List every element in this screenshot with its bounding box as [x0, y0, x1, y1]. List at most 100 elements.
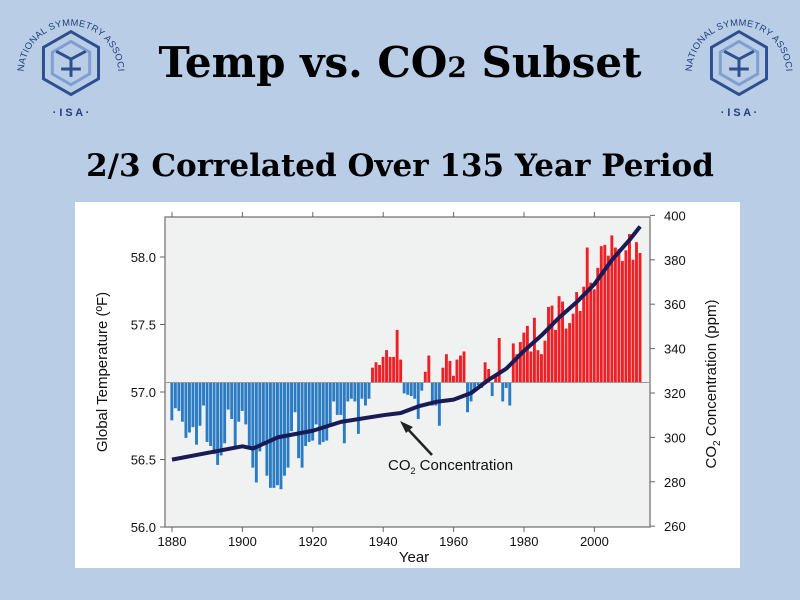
temperature-bar-1943 — [392, 356, 396, 383]
temperature-bar-1973 — [497, 338, 501, 383]
temperature-bar-1917 — [300, 382, 304, 468]
temperature-bar-2010 — [628, 234, 631, 383]
temperature-bar-1932 — [353, 382, 357, 402]
x-tick-label: 1960 — [439, 534, 468, 549]
temperature-bar-1985 — [540, 354, 543, 383]
temperature-bar-1984 — [536, 350, 540, 383]
temperature-bar-1900 — [240, 382, 244, 411]
temperature-bar-1913 — [286, 382, 290, 468]
temperature-bar-1992 — [564, 328, 568, 383]
arrow-head-icon — [400, 421, 413, 433]
temperature-bar-1957 — [441, 367, 445, 383]
temperature-bar-1889 — [202, 382, 205, 406]
temperature-bar-1975 — [504, 382, 508, 388]
temperature-bar-2004 — [606, 255, 610, 383]
temperature-bar-1896 — [226, 382, 230, 410]
y2-tick-label: 320 — [664, 386, 686, 401]
temperature-bar-1916 — [297, 382, 301, 459]
temperature-bar-1938 — [374, 362, 378, 383]
temperature-bar-1959 — [448, 360, 452, 383]
symmetry-emblem-icon — [41, 29, 101, 97]
temperature-bar-1971 — [490, 382, 494, 397]
logo-ring-text: INTERNATIONAL SYMMETRY ASSOCIATION — [680, 8, 794, 72]
temperature-bar-1899 — [237, 382, 241, 422]
temperature-bar-1936 — [367, 382, 371, 399]
temperature-bar-1885 — [188, 382, 191, 433]
temperature-bar-1944 — [395, 329, 399, 383]
temperature-bar-1924 — [325, 382, 329, 441]
temperature-bar-1920 — [311, 382, 315, 441]
temperature-bar-1904 — [254, 382, 258, 483]
temperature-bar-1993 — [568, 323, 572, 383]
isa-logo-left: INTERNATIONAL SYMMETRY ASSOCIATION · I S … — [12, 8, 126, 119]
temperature-bar-1914 — [290, 382, 293, 432]
temperature-bar-1891 — [209, 382, 213, 446]
temperature-bar-1927 — [335, 382, 339, 415]
temperature-bar-1906 — [261, 382, 265, 444]
temperature-bar-1902 — [247, 382, 251, 446]
temperature-bar-1966 — [473, 382, 477, 390]
x-tick-label: 1880 — [158, 534, 187, 549]
temperature-bar-1907 — [265, 382, 269, 476]
temperature-bar-1921 — [314, 382, 318, 425]
temperature-bar-1939 — [378, 365, 381, 383]
temperature-bar-1979 — [518, 342, 522, 383]
temperature-bar-2007 — [617, 248, 621, 383]
y2-tick-label: 400 — [664, 208, 686, 223]
temperature-bar-1986 — [543, 340, 547, 383]
temperature-bar-1983 — [532, 317, 536, 383]
temperature-bar-1930 — [346, 382, 350, 402]
y-tick-label: 57.0 — [131, 385, 156, 400]
temperature-bar-1989 — [554, 329, 557, 383]
temperature-bar-1994 — [571, 313, 575, 383]
temperature-bar-1910 — [276, 382, 279, 486]
temperature-bar-1991 — [561, 301, 565, 383]
temperature-bar-1942 — [388, 356, 392, 383]
temperature-bar-1890 — [205, 382, 209, 442]
temperature-bar-1919 — [307, 382, 311, 442]
temperature-bar-1903 — [251, 382, 255, 468]
temperature-bar-1935 — [364, 382, 367, 406]
temperature-bar-1923 — [321, 382, 325, 442]
x-axis-label: Year — [399, 549, 429, 566]
temperature-bar-1974 — [501, 382, 505, 402]
temperature-bar-1897 — [230, 382, 234, 419]
x-tick-label: 1900 — [228, 534, 257, 549]
temperature-bar-1895 — [223, 382, 227, 444]
temperature-bar-2013 — [638, 252, 642, 383]
temperature-bar-1941 — [385, 350, 389, 383]
temperature-bar-2005 — [610, 235, 614, 383]
temperature-bar-1954 — [430, 382, 434, 406]
y2-tick-label: 380 — [664, 253, 686, 268]
y-tick-label: 58.0 — [131, 250, 156, 265]
temperature-bar-1946 — [402, 382, 406, 394]
temperature-bar-1880 — [170, 382, 174, 421]
temperature-bar-1955 — [434, 382, 438, 406]
logo-abbrev: · I S A · — [721, 107, 757, 119]
temperature-bar-2012 — [635, 242, 638, 383]
temperature-bar-1940 — [381, 356, 385, 383]
temperature-bar-1888 — [198, 382, 202, 426]
co2-annotation: CO2 Concentration — [388, 457, 513, 476]
title-text-rest: Subset — [466, 38, 642, 87]
temperature-bar-1997 — [582, 286, 586, 383]
temperature-bar-1928 — [339, 382, 343, 415]
temperature-bar-1961 — [455, 359, 459, 383]
y-tick-label: 57.5 — [131, 318, 156, 333]
temperature-bar-2001 — [596, 267, 600, 383]
logo-abbrev: · I S A · — [53, 107, 89, 119]
y2-tick-label: 360 — [664, 297, 686, 312]
y2-tick-label: 260 — [664, 519, 686, 534]
y-axis-label: Global Temperature (ºF) — [94, 292, 111, 452]
temperature-bar-2009 — [624, 250, 628, 383]
temperature-bar-1962 — [459, 355, 462, 383]
temperature-bar-1956 — [437, 382, 441, 426]
temperature-bar-1894 — [219, 382, 223, 456]
temperature-bar-2011 — [631, 259, 635, 383]
x-tick-label: 2000 — [580, 534, 609, 549]
temperature-bar-1958 — [444, 354, 448, 383]
temperature-bar-1905 — [258, 382, 262, 452]
isa-logo-right: INTERNATIONAL SYMMETRY ASSOCIATION · I S … — [680, 8, 794, 119]
temperature-bar-1887 — [195, 382, 198, 445]
temperature-bar-2000 — [592, 289, 596, 383]
